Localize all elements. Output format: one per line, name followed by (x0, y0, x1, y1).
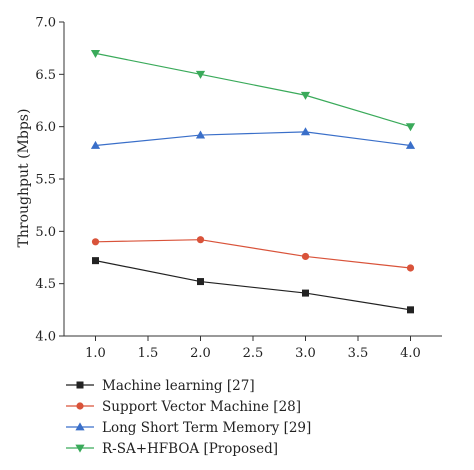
y-tick-label: 7.0 (35, 16, 56, 31)
x-tick-label: 3.0 (295, 346, 316, 361)
data-point (406, 264, 415, 272)
legend-item: Support Vector Machine [28] (66, 399, 301, 415)
y-tick-label: 6.0 (35, 120, 56, 135)
data-point (302, 289, 309, 297)
data-point (92, 257, 99, 265)
data-point (300, 91, 311, 100)
legend-label: R-SA+HFBOA [Proposed] (102, 441, 278, 457)
legend-label: Long Short Term Memory [29] (102, 420, 311, 436)
data-point (405, 140, 416, 149)
x-tick-label: 3.5 (348, 346, 369, 361)
x-tick-label: 1.0 (85, 346, 106, 361)
data-point (91, 238, 100, 246)
data-point (197, 278, 204, 286)
legend-item: R-SA+HFBOA [Proposed] (66, 441, 278, 457)
series-2 (91, 236, 415, 272)
y-tick-label: 6.5 (35, 68, 56, 83)
series-1 (92, 257, 414, 314)
legend-label: Support Vector Machine [28] (102, 399, 301, 415)
legend-marker (75, 422, 85, 431)
y-tick-label: 4.0 (35, 330, 56, 345)
legend-marker (75, 444, 85, 453)
x-tick-label: 2.0 (190, 346, 211, 361)
series-line (95, 131, 411, 147)
legend-marker (76, 381, 84, 389)
x-tick-label: 1.5 (138, 346, 159, 361)
data-point (300, 127, 311, 136)
data-point (407, 306, 414, 314)
x-tick-label: 4.0 (400, 346, 421, 361)
legend-item: Machine learning [27] (66, 378, 255, 394)
legend-label: Machine learning [27] (102, 378, 255, 394)
data-point (195, 130, 206, 139)
data-point (195, 70, 206, 79)
series-line (95, 239, 411, 269)
plot-area: 1.0 1.5 2.0 2.5 3.0 3.5 4.0 4.0 4.5 5.0 5.5 6.0 6.5 7… (35, 16, 442, 361)
data-point (405, 123, 416, 132)
x-tick-label: 2.5 (243, 346, 264, 361)
legend: Machine learning [27] Support Vector Mach… (66, 378, 311, 457)
series-4 (90, 50, 416, 132)
legend-marker (76, 402, 84, 410)
data-point (90, 50, 101, 58)
series-line (95, 52, 411, 128)
data-point (90, 140, 101, 149)
legend-item: Long Short Term Memory [29] (66, 420, 311, 436)
data-point (196, 236, 205, 244)
series-line (95, 260, 411, 311)
y-tick-label: 4.5 (35, 277, 56, 292)
y-axis-title: Throughput (Mbps) (16, 109, 32, 248)
y-tick-label: 5.0 (35, 225, 56, 240)
series-3 (90, 127, 416, 149)
y-tick-label: 5.5 (35, 173, 56, 188)
data-point (301, 252, 310, 261)
